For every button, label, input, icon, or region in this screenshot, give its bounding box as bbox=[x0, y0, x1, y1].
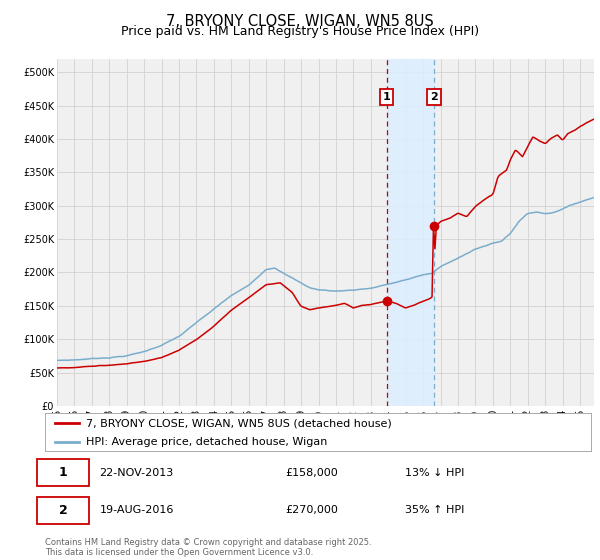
Text: 19-AUG-2016: 19-AUG-2016 bbox=[100, 506, 174, 515]
Text: £270,000: £270,000 bbox=[285, 506, 338, 515]
Text: 2: 2 bbox=[430, 92, 438, 102]
Bar bbox=[386, 59, 434, 406]
Text: 35% ↑ HPI: 35% ↑ HPI bbox=[406, 506, 465, 515]
FancyBboxPatch shape bbox=[37, 459, 89, 487]
Text: 7, BRYONY CLOSE, WIGAN, WN5 8US (detached house): 7, BRYONY CLOSE, WIGAN, WN5 8US (detache… bbox=[86, 418, 392, 428]
Text: 2: 2 bbox=[59, 504, 67, 517]
Text: 1: 1 bbox=[383, 92, 391, 102]
FancyBboxPatch shape bbox=[37, 497, 89, 524]
Text: £158,000: £158,000 bbox=[285, 468, 338, 478]
Text: 7, BRYONY CLOSE, WIGAN, WN5 8US: 7, BRYONY CLOSE, WIGAN, WN5 8US bbox=[166, 14, 434, 29]
Text: 1: 1 bbox=[59, 466, 67, 479]
Text: 22-NOV-2013: 22-NOV-2013 bbox=[100, 468, 174, 478]
Text: Price paid vs. HM Land Registry's House Price Index (HPI): Price paid vs. HM Land Registry's House … bbox=[121, 25, 479, 38]
Text: HPI: Average price, detached house, Wigan: HPI: Average price, detached house, Wiga… bbox=[86, 437, 328, 447]
Text: Contains HM Land Registry data © Crown copyright and database right 2025.
This d: Contains HM Land Registry data © Crown c… bbox=[45, 538, 371, 557]
Text: 13% ↓ HPI: 13% ↓ HPI bbox=[406, 468, 465, 478]
